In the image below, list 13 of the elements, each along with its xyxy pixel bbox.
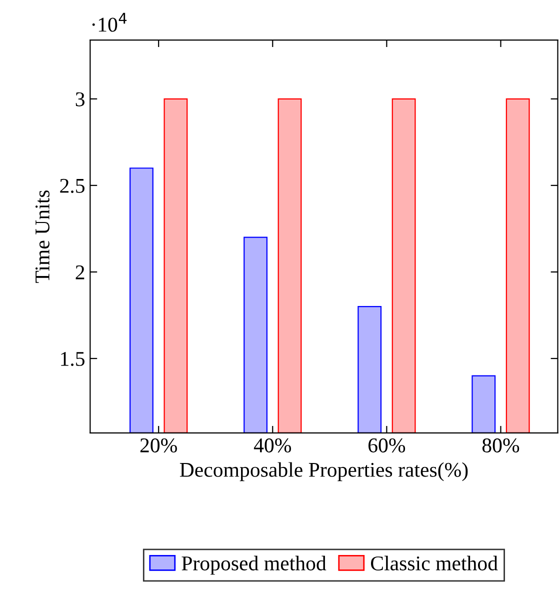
y-tick-label: 2 xyxy=(76,265,84,280)
legend-label: Proposed method xyxy=(182,556,326,575)
y-axis-title: Time Units xyxy=(35,190,50,283)
x-axis-title: Decomposable Properties rates(%) xyxy=(180,462,468,482)
y-tick-label: 3 xyxy=(76,92,84,106)
y-tick-label: 2.5 xyxy=(60,178,84,193)
text: ·10$^{4}$ xyxy=(92,12,127,32)
x-tick-label: 40% xyxy=(254,438,292,453)
y-tick-label: 1.5 xyxy=(61,352,84,366)
x-tick-label: 60% xyxy=(368,438,406,453)
x-tick-label: 20% xyxy=(140,438,177,453)
legend-label: Classic method xyxy=(370,556,498,570)
x-tick-label: 80% xyxy=(482,438,520,453)
